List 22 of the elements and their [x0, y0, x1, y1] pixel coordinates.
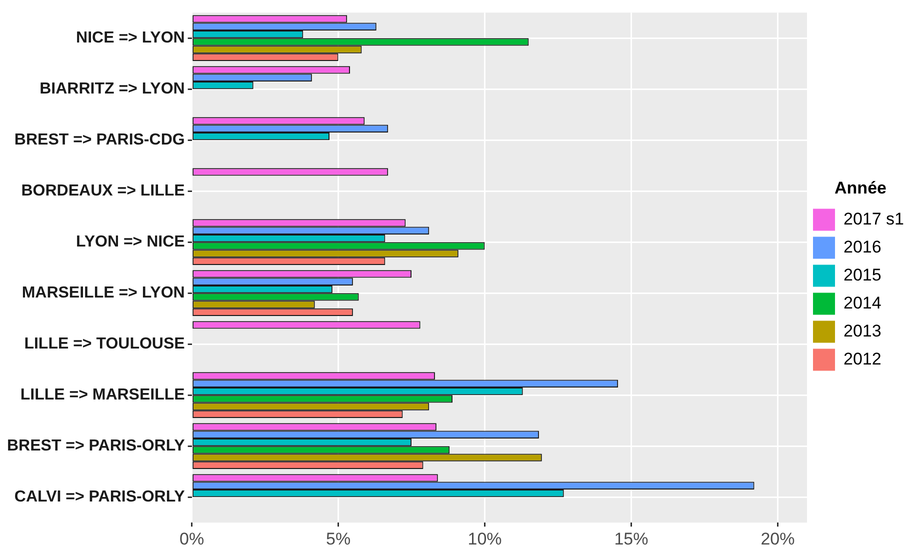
legend-label: 2015	[844, 265, 882, 284]
x-tick-label: 20%	[760, 529, 795, 548]
x-tick-label: 15%	[614, 529, 648, 548]
y-tick-label: LILLE => TOULOUSE	[24, 336, 186, 353]
y-tick-label: BIARRITZ => LYON	[40, 80, 185, 98]
x-tick-label: 10%	[468, 529, 502, 548]
y-tick-label: NICE => LYON	[76, 30, 185, 47]
y-tick-label: BREST => PARIS-ORLY	[6, 438, 186, 455]
y-tick-label: LYON => NICE	[76, 234, 186, 251]
x-tick-label: 0%	[180, 529, 204, 548]
y-tick-label: CALVI => PARIS-ORLY	[14, 488, 186, 506]
y-tick-label: BREST => PARIS-CDG	[14, 132, 185, 149]
legend-label: 2012	[844, 349, 882, 368]
legend-label: 2017 s1	[844, 209, 904, 228]
y-tick-label: BORDEAUX => LILLE	[21, 182, 186, 200]
x-tick-label: 5%	[326, 529, 351, 548]
legend-label: 2016	[844, 237, 882, 256]
y-tick-label: MARSEILLE => LYON	[22, 284, 185, 302]
legend-title: Année	[834, 178, 886, 198]
legend-label: 2014	[844, 293, 882, 312]
legend-label: 2013	[844, 321, 882, 340]
y-tick-label: LILLE => MARSEILLE	[20, 386, 186, 404]
